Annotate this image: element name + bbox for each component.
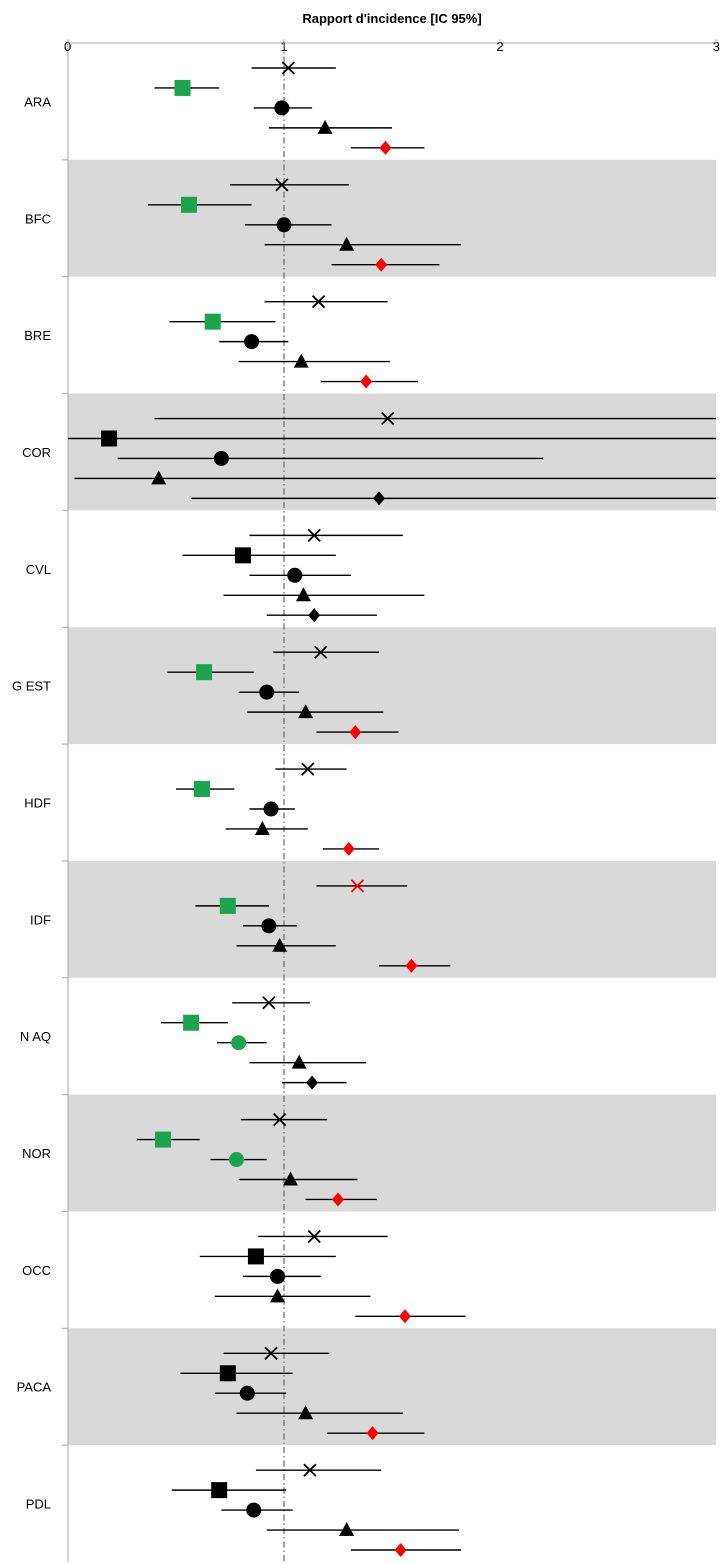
point-occ-cross <box>307 1229 321 1244</box>
point-hdf-cross <box>301 762 315 776</box>
point-n-aq-triangle <box>291 1054 307 1069</box>
point-ara-diamond <box>379 140 392 155</box>
point-hdf-diamond <box>342 841 355 856</box>
category-label-nor: NOR <box>22 1146 51 1161</box>
point-bre-triangle <box>293 353 309 368</box>
point-occ-diamond <box>398 1309 411 1324</box>
point-pdl-cross <box>303 1463 317 1477</box>
point-ara-cross <box>281 61 295 75</box>
point-g-est-triangle <box>298 704 314 719</box>
point-bfc-circle <box>276 217 292 233</box>
point-nor-circle <box>228 1152 244 1168</box>
point-nor-cross <box>273 1112 287 1127</box>
category-label-bre: BRE <box>24 328 51 343</box>
category-label-occ: OCC <box>22 1263 51 1278</box>
point-idf-circle <box>261 918 277 934</box>
point-paca-cross <box>264 1346 278 1360</box>
point-bfc-diamond <box>375 257 388 272</box>
row-band-bfc <box>68 159 716 277</box>
x-tick-label-3: 3 <box>713 39 720 54</box>
category-labels: ARA BFC BRE COR CVL G EST HDF IDF N AQ NOR OCC PACA… <box>12 94 51 1511</box>
point-cor-circle <box>213 450 229 466</box>
point-bfc-square <box>180 196 197 213</box>
category-label-paca: PACA <box>17 1380 52 1395</box>
point-nor-square <box>155 1131 172 1148</box>
point-hdf-triangle <box>254 820 270 835</box>
point-idf-triangle <box>272 937 288 952</box>
point-bre-diamond <box>360 374 373 389</box>
point-bre-square <box>204 313 221 330</box>
point-occ-triangle <box>270 1288 286 1303</box>
point-bre-cross <box>311 295 326 309</box>
category-label-pdl: PDL <box>26 1497 51 1512</box>
row-band-g-est <box>68 627 716 745</box>
point-hdf-circle <box>263 801 279 817</box>
point-nor-diamond <box>332 1192 344 1207</box>
data-marks <box>68 61 716 1557</box>
point-nor-triangle <box>282 1171 298 1186</box>
row-band-nor <box>68 1094 716 1212</box>
point-n-aq-square <box>183 1014 200 1031</box>
point-g-est-diamond <box>349 725 362 740</box>
point-cvl-circle <box>287 567 303 583</box>
point-cvl-cross <box>307 528 321 543</box>
point-cvl-square <box>234 547 251 564</box>
x-tick-label-2: 2 <box>496 39 503 54</box>
point-hdf-square <box>193 781 210 798</box>
point-n-aq-diamond <box>306 1075 319 1090</box>
point-cor-triangle <box>151 470 167 485</box>
row-band-idf <box>68 860 716 978</box>
point-paca-circle <box>239 1385 255 1401</box>
category-label-n-aq: N AQ <box>20 1029 51 1044</box>
point-pdl-triangle <box>339 1522 355 1537</box>
category-label-cvl: CVL <box>26 562 51 577</box>
category-label-g-est: G EST <box>12 679 51 694</box>
point-g-est-cross <box>314 645 328 659</box>
point-ara-square <box>174 79 191 96</box>
point-cor-diamond <box>373 491 386 506</box>
point-bre-circle <box>244 334 260 350</box>
point-pdl-diamond <box>394 1543 407 1557</box>
category-label-idf: IDF <box>30 912 51 927</box>
category-label-ara: ARA <box>24 94 51 109</box>
point-bfc-triangle <box>339 236 355 251</box>
point-ara-circle <box>274 100 290 116</box>
point-pdl-square <box>211 1482 228 1499</box>
row-band-cor <box>68 393 716 511</box>
point-n-aq-circle <box>231 1035 247 1051</box>
category-label-bfc: BFC <box>25 211 51 226</box>
point-paca-triangle <box>298 1405 314 1420</box>
point-cvl-triangle <box>295 587 311 602</box>
category-label-cor: COR <box>22 445 51 460</box>
point-cor-cross <box>381 411 395 426</box>
point-bfc-cross <box>275 178 289 192</box>
row-band-paca <box>68 1328 716 1446</box>
x-axis-title: Rapport d'incidence [IC 95%] <box>302 11 481 26</box>
point-idf-diamond <box>405 958 418 973</box>
point-occ-circle <box>270 1268 286 1284</box>
point-cor-square <box>101 430 118 447</box>
category-label-hdf: HDF <box>24 796 51 811</box>
point-paca-diamond <box>366 1426 379 1441</box>
point-g-est-circle <box>259 684 275 700</box>
row-bands <box>68 159 716 1446</box>
point-paca-square <box>219 1365 236 1382</box>
point-idf-square <box>219 897 236 914</box>
point-idf-cross <box>350 879 365 893</box>
point-n-aq-cross <box>262 996 276 1010</box>
point-cvl-diamond <box>308 608 321 623</box>
point-occ-square <box>247 1248 264 1265</box>
point-g-est-square <box>196 664 213 681</box>
point-ara-triangle <box>317 119 333 134</box>
x-tick-label-0: 0 <box>64 39 71 54</box>
point-pdl-circle <box>246 1502 262 1518</box>
